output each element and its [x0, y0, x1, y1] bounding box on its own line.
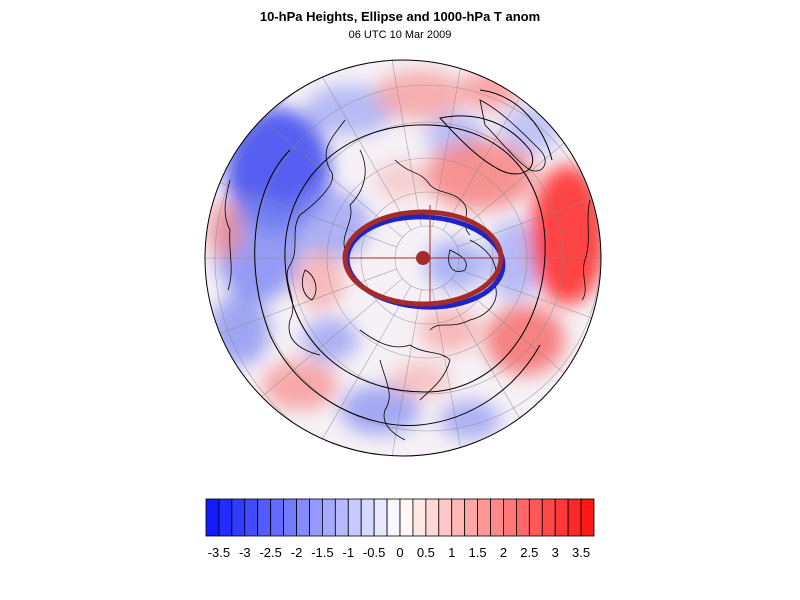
coastline	[479, 99, 546, 172]
colorbar-box	[386, 498, 401, 537]
colorbar-box	[231, 498, 246, 537]
colorbar-tick-label: 3	[552, 545, 559, 560]
warm-anomaly-region	[207, 200, 243, 260]
colorbar-tick-label: 0.5	[417, 545, 435, 560]
height-contour	[284, 124, 546, 393]
meridian-line	[385, 289, 422, 456]
meridian-line	[306, 60, 412, 231]
chart-subtitle: 06 UTC 10 Mar 2009	[348, 29, 452, 41]
colorbar-box	[477, 498, 491, 537]
meridian-line	[432, 289, 469, 456]
warm-anomaly-region	[262, 360, 338, 410]
colorbar-tick-label: -1.5	[311, 545, 333, 560]
colorbar-box	[503, 498, 517, 537]
chart-title: 10-hPa Heights, Ellipse and 1000-hPa T a…	[259, 9, 541, 24]
colorbar-box	[464, 498, 478, 537]
colorbar-box	[309, 498, 323, 537]
colorbar-box	[334, 498, 349, 537]
warm-anomaly-region	[295, 250, 345, 310]
colorbar-tick-label: 2	[500, 545, 507, 560]
coastline	[301, 269, 317, 301]
meridian-line	[385, 60, 422, 227]
coastline	[379, 359, 406, 441]
colorbar-box	[554, 498, 569, 537]
colorbar-box	[399, 498, 414, 537]
colorbar-box	[321, 498, 336, 537]
colorbar-box	[425, 498, 440, 537]
colorbar-tick-labels: -3.5 -3 -2.5 -2 -1.5 -1 -0.5 0 0.5 1 1.5 2 2.5 3 3.5	[208, 545, 590, 560]
cold-anomaly-region	[425, 240, 485, 290]
coastline	[359, 329, 451, 401]
coastline	[429, 239, 497, 331]
colorbar-tick-label: 2.5	[520, 545, 538, 560]
meridian-line	[432, 60, 469, 227]
colorbar-tick-label: 0	[396, 545, 403, 560]
colorbar-tick-label: -2	[291, 545, 303, 560]
coastline	[286, 119, 346, 356]
colorbar-box	[541, 498, 556, 537]
coastline	[448, 249, 467, 272]
meridian-line	[242, 278, 403, 413]
meridian-line	[306, 285, 412, 456]
colorbar-box	[451, 498, 466, 537]
colorbar-box	[373, 498, 388, 537]
height-contours	[254, 89, 553, 427]
colorbar-box	[360, 498, 375, 537]
coastline	[581, 199, 591, 301]
meridian-line	[242, 103, 403, 238]
meridian-line	[205, 175, 398, 248]
cold-anomaly-region	[340, 385, 420, 435]
colorbar-tick-label: -2.5	[259, 545, 281, 560]
colorbar-box	[580, 498, 595, 537]
colorbar-box	[516, 498, 530, 537]
coastline	[343, 149, 366, 251]
colorbar-box	[244, 498, 259, 537]
meridian-line	[205, 268, 398, 341]
warm-anomaly-region	[375, 70, 465, 120]
vortex-ellipse	[342, 205, 506, 310]
height-contour	[439, 115, 534, 175]
colorbar-box	[257, 498, 272, 537]
colorbar-tick-label: -0.5	[363, 545, 385, 560]
colorbar-tick-label: -1	[342, 545, 354, 560]
colorbar-tick-label: 3.5	[572, 545, 590, 560]
colorbar-tick-label: 1.5	[469, 545, 487, 560]
height-contour	[479, 89, 553, 161]
colorbar-tick-label: -3	[239, 545, 251, 560]
globe-outline	[204, 59, 602, 457]
coastline	[224, 179, 232, 291]
colorbar-box	[205, 498, 220, 537]
colorbar-box	[347, 498, 362, 537]
cold-anomaly-region	[440, 400, 500, 440]
height-contour	[254, 149, 541, 427]
cold-anomaly-region	[305, 85, 395, 135]
warm-anomaly-region	[390, 362, 450, 398]
colorbar-box	[270, 498, 284, 537]
colorbar-box	[296, 498, 310, 537]
colorbar-box	[218, 498, 233, 537]
colorbar-box	[490, 498, 504, 537]
colorbar-box	[567, 498, 582, 537]
colorbar-tick-label: 1	[448, 545, 455, 560]
ellipse-center	[416, 251, 430, 265]
coastlines	[224, 99, 591, 441]
colorbar-boxes	[205, 498, 595, 537]
colorbar-box	[438, 498, 453, 537]
warm-anomaly-region	[425, 140, 535, 210]
warm-anomaly-region	[420, 308, 480, 352]
polar-map	[204, 59, 602, 457]
colorbar-tick-label: -3.5	[208, 545, 230, 560]
colorbar-box	[283, 498, 297, 537]
colorbar-box	[528, 498, 543, 537]
colorbar-box	[412, 498, 427, 537]
